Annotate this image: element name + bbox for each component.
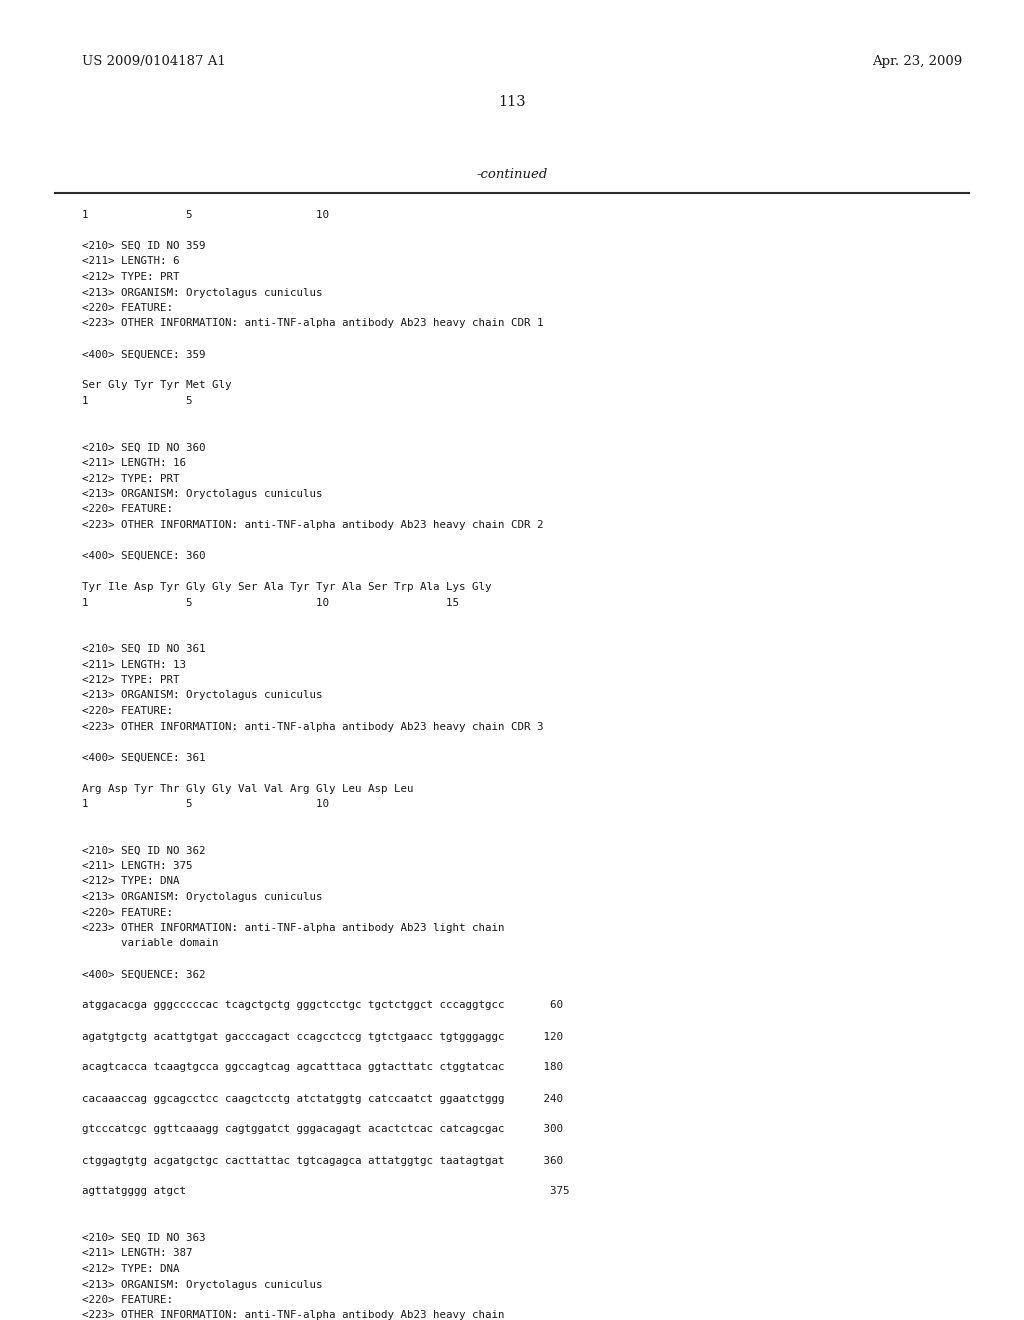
Text: <223> OTHER INFORMATION: anti-TNF-alpha antibody Ab23 heavy chain CDR 2: <223> OTHER INFORMATION: anti-TNF-alpha … [82,520,544,531]
Text: Arg Asp Tyr Thr Gly Gly Val Val Arg Gly Leu Asp Leu: Arg Asp Tyr Thr Gly Gly Val Val Arg Gly … [82,784,414,793]
Text: <210> SEQ ID NO 360: <210> SEQ ID NO 360 [82,442,206,453]
Text: <210> SEQ ID NO 363: <210> SEQ ID NO 363 [82,1233,206,1243]
Text: variable domain: variable domain [82,939,218,949]
Text: <210> SEQ ID NO 362: <210> SEQ ID NO 362 [82,846,206,855]
Text: 113: 113 [499,95,525,110]
Text: <212> TYPE: DNA: <212> TYPE: DNA [82,1265,179,1274]
Text: <220> FEATURE:: <220> FEATURE: [82,504,173,515]
Text: US 2009/0104187 A1: US 2009/0104187 A1 [82,55,225,69]
Text: <220> FEATURE:: <220> FEATURE: [82,908,173,917]
Text: <212> TYPE: DNA: <212> TYPE: DNA [82,876,179,887]
Text: <400> SEQUENCE: 362: <400> SEQUENCE: 362 [82,969,206,979]
Text: <212> TYPE: PRT: <212> TYPE: PRT [82,272,179,282]
Text: <400> SEQUENCE: 361: <400> SEQUENCE: 361 [82,752,206,763]
Text: <220> FEATURE:: <220> FEATURE: [82,304,173,313]
Text: 1               5                   10                  15: 1 5 10 15 [82,598,459,607]
Text: <223> OTHER INFORMATION: anti-TNF-alpha antibody Ab23 heavy chain CDR 1: <223> OTHER INFORMATION: anti-TNF-alpha … [82,318,544,329]
Text: <400> SEQUENCE: 359: <400> SEQUENCE: 359 [82,350,206,359]
Text: <223> OTHER INFORMATION: anti-TNF-alpha antibody Ab23 light chain: <223> OTHER INFORMATION: anti-TNF-alpha … [82,923,505,933]
Text: Apr. 23, 2009: Apr. 23, 2009 [871,55,962,69]
Text: <210> SEQ ID NO 361: <210> SEQ ID NO 361 [82,644,206,653]
Text: <213> ORGANISM: Oryctolagus cuniculus: <213> ORGANISM: Oryctolagus cuniculus [82,488,323,499]
Text: <212> TYPE: PRT: <212> TYPE: PRT [82,474,179,483]
Text: -continued: -continued [476,168,548,181]
Text: agatgtgctg acattgtgat gacccagact ccagcctccg tgtctgaacc tgtgggaggc      120: agatgtgctg acattgtgat gacccagact ccagcct… [82,1031,563,1041]
Text: acagtcacca tcaagtgcca ggccagtcag agcatttaca ggtacttatc ctggtatcac      180: acagtcacca tcaagtgcca ggccagtcag agcattt… [82,1063,563,1072]
Text: gtcccatcgc ggttcaaagg cagtggatct gggacagagt acactctcac catcagcgac      300: gtcccatcgc ggttcaaagg cagtggatct gggacag… [82,1125,563,1134]
Text: <213> ORGANISM: Oryctolagus cuniculus: <213> ORGANISM: Oryctolagus cuniculus [82,288,323,297]
Text: <213> ORGANISM: Oryctolagus cuniculus: <213> ORGANISM: Oryctolagus cuniculus [82,892,323,902]
Text: <211> LENGTH: 13: <211> LENGTH: 13 [82,660,186,669]
Text: <400> SEQUENCE: 360: <400> SEQUENCE: 360 [82,550,206,561]
Text: agttatgggg atgct                                                        375: agttatgggg atgct 375 [82,1187,569,1196]
Text: 1               5                   10: 1 5 10 [82,210,329,220]
Text: Tyr Ile Asp Tyr Gly Gly Ser Ala Tyr Tyr Ala Ser Trp Ala Lys Gly: Tyr Ile Asp Tyr Gly Gly Ser Ala Tyr Tyr … [82,582,492,591]
Text: <220> FEATURE:: <220> FEATURE: [82,706,173,715]
Text: <223> OTHER INFORMATION: anti-TNF-alpha antibody Ab23 heavy chain CDR 3: <223> OTHER INFORMATION: anti-TNF-alpha … [82,722,544,731]
Text: <213> ORGANISM: Oryctolagus cuniculus: <213> ORGANISM: Oryctolagus cuniculus [82,1279,323,1290]
Text: <211> LENGTH: 16: <211> LENGTH: 16 [82,458,186,469]
Text: <212> TYPE: PRT: <212> TYPE: PRT [82,675,179,685]
Text: <220> FEATURE:: <220> FEATURE: [82,1295,173,1305]
Text: ctggagtgtg acgatgctgc cacttattac tgtcagagca attatggtgc taatagtgat      360: ctggagtgtg acgatgctgc cacttattac tgtcaga… [82,1155,563,1166]
Text: <213> ORGANISM: Oryctolagus cuniculus: <213> ORGANISM: Oryctolagus cuniculus [82,690,323,701]
Text: <210> SEQ ID NO 359: <210> SEQ ID NO 359 [82,242,206,251]
Text: <211> LENGTH: 387: <211> LENGTH: 387 [82,1249,193,1258]
Text: 1               5                   10: 1 5 10 [82,799,329,809]
Text: cacaaaccag ggcagcctcc caagctcctg atctatggtg catccaatct ggaatctggg      240: cacaaaccag ggcagcctcc caagctcctg atctatg… [82,1093,563,1104]
Text: <211> LENGTH: 375: <211> LENGTH: 375 [82,861,193,871]
Text: <211> LENGTH: 6: <211> LENGTH: 6 [82,256,179,267]
Text: atggacacga gggcccccac tcagctgctg gggctcctgc tgctctggct cccaggtgcc       60: atggacacga gggcccccac tcagctgctg gggctcc… [82,1001,563,1011]
Text: <223> OTHER INFORMATION: anti-TNF-alpha antibody Ab23 heavy chain: <223> OTHER INFORMATION: anti-TNF-alpha … [82,1311,505,1320]
Text: 1               5: 1 5 [82,396,193,407]
Text: Ser Gly Tyr Tyr Met Gly: Ser Gly Tyr Tyr Met Gly [82,380,231,391]
